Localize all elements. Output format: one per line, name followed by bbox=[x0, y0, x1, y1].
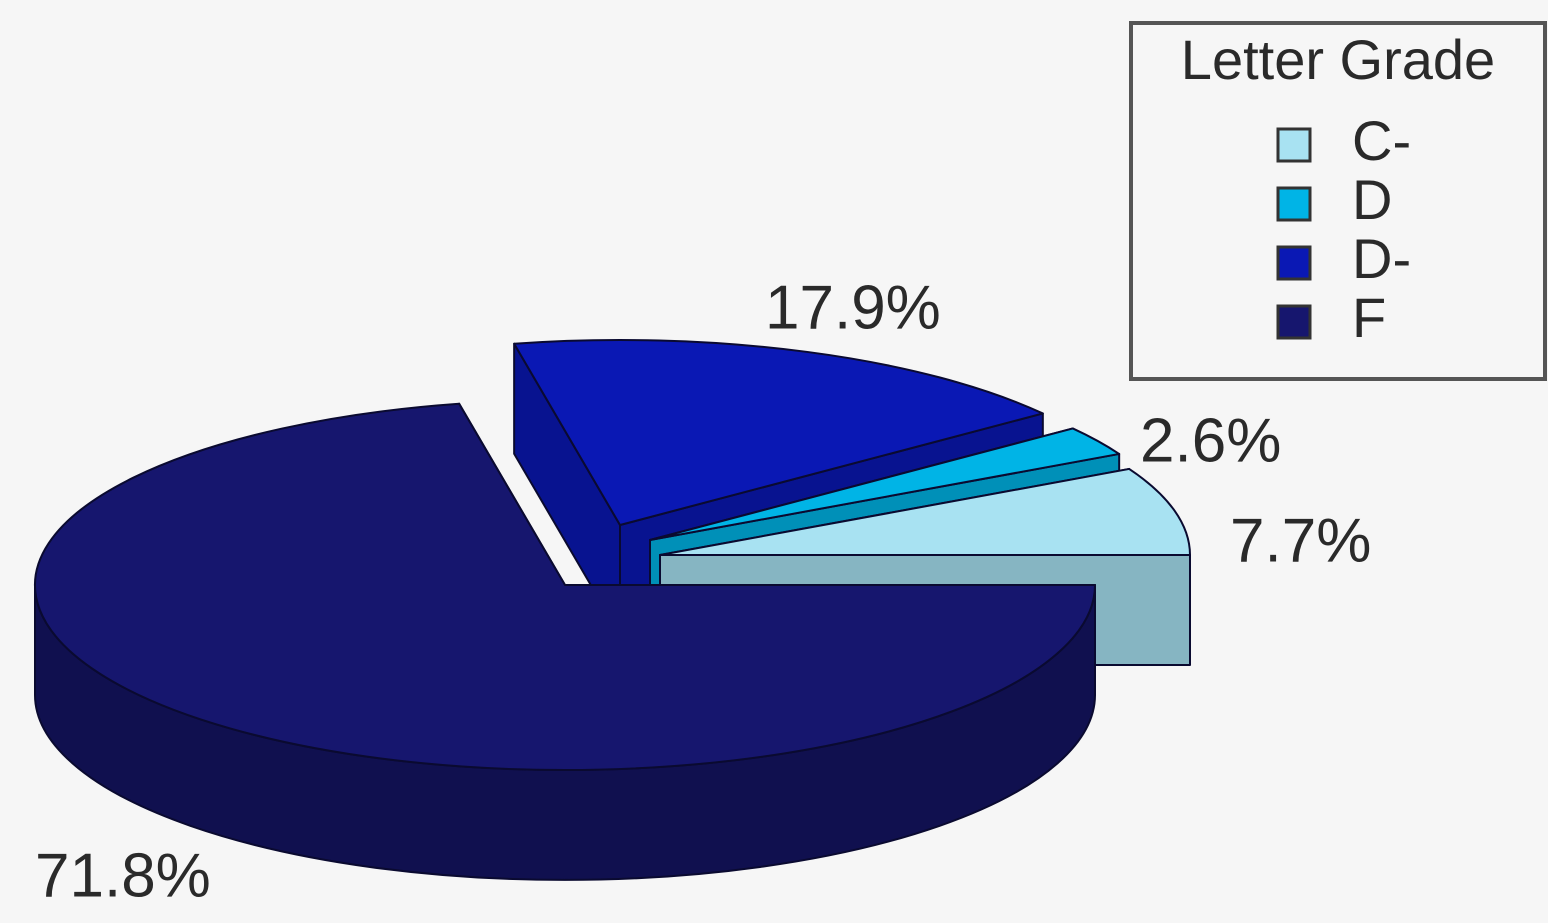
legend-swatch bbox=[1276, 245, 1312, 281]
legend-swatch bbox=[1276, 186, 1312, 222]
data-label: 71.8% bbox=[35, 841, 211, 910]
slice bbox=[34, 402, 1096, 771]
legend-box bbox=[1129, 21, 1547, 381]
legend-label: D bbox=[1352, 168, 1392, 231]
legend-label: D- bbox=[1352, 227, 1411, 290]
data-label: 2.6% bbox=[1140, 406, 1281, 475]
slice bbox=[649, 427, 1121, 541]
legend-swatch bbox=[1276, 127, 1312, 163]
legend-label: C- bbox=[1352, 109, 1411, 172]
legend-swatch bbox=[1276, 304, 1312, 340]
slice bbox=[659, 467, 1191, 556]
data-label: 7.7% bbox=[1230, 506, 1371, 575]
data-label: 17.9% bbox=[765, 273, 941, 342]
slice bbox=[513, 339, 1044, 526]
legend-label: F bbox=[1352, 286, 1386, 349]
legend-title: Letter Grade bbox=[1181, 28, 1495, 91]
